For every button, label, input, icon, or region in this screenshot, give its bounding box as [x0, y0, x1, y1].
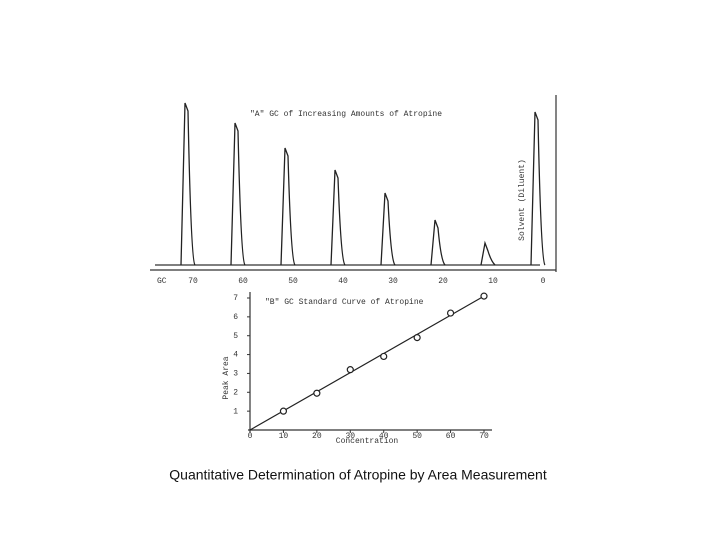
chart-title: "A" GC of Increasing Amounts of Atropine [250, 110, 442, 119]
y-tick-label: 4 [233, 351, 238, 360]
point [279, 407, 288, 415]
y-tick-label: 2 [233, 388, 238, 397]
trend-line [249, 295, 485, 431]
x-tick-label: 10 [488, 277, 498, 286]
peak [480, 240, 496, 266]
point [480, 292, 488, 300]
point [346, 366, 354, 374]
peak [280, 147, 296, 266]
x-tick-label: 20 [438, 277, 448, 286]
y-tick-label: 7 [233, 294, 238, 303]
x-tick-label: 60 [238, 277, 248, 286]
peak [530, 111, 546, 266]
y-axis-label: Solvent (Diluent) [518, 159, 527, 241]
x-axis-label: Concentration [336, 437, 399, 446]
x-tick-label: 30 [345, 432, 355, 441]
peak [330, 169, 346, 266]
x-tick-label: 40 [338, 277, 348, 286]
x-tick-label: 0 [248, 432, 253, 441]
y-tick-label: 3 [233, 370, 238, 379]
x-tick-label: 70 [188, 277, 198, 286]
peak [380, 192, 396, 266]
x-tick-label: 50 [288, 277, 298, 286]
y-tick-label: 1 [233, 407, 238, 416]
x-tick-label: 70 [479, 432, 489, 441]
x-tick-label: 60 [446, 432, 456, 441]
y-tick-label: 5 [233, 332, 238, 341]
x-tick-label: 50 [412, 432, 422, 441]
point [413, 334, 421, 342]
x-tick-label: 10 [279, 432, 289, 441]
caption: Quantitative Determination of Atropine b… [169, 467, 547, 483]
point [380, 352, 388, 361]
chart-title: "B" GC Standard Curve of Atropine [265, 298, 424, 307]
x-tick-label: 40 [379, 432, 389, 441]
point [313, 389, 321, 397]
x-axis-label: GC [157, 277, 167, 286]
y-axis-label: Peak Area [222, 356, 231, 399]
x-tick-label: 20 [312, 432, 322, 441]
x-tick-label: 30 [388, 277, 398, 286]
peak [230, 122, 246, 266]
point [446, 309, 455, 317]
x-tick-label: 0 [541, 277, 546, 286]
y-tick-label: 6 [233, 313, 238, 322]
peak [180, 102, 196, 266]
peak [430, 219, 446, 266]
